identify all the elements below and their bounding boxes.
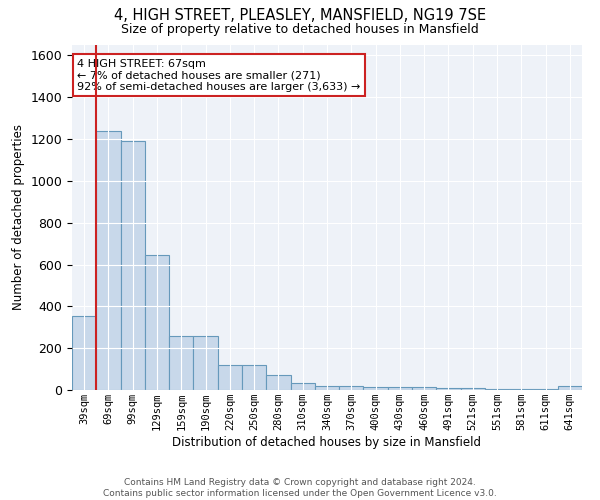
Y-axis label: Number of detached properties: Number of detached properties	[12, 124, 25, 310]
Bar	[412, 388, 436, 390]
Text: Size of property relative to detached houses in Mansfield: Size of property relative to detached ho…	[121, 22, 479, 36]
Bar	[388, 388, 412, 390]
Bar	[485, 389, 509, 390]
Bar	[339, 386, 364, 390]
Bar	[533, 389, 558, 390]
Bar	[169, 336, 193, 390]
Bar	[72, 316, 96, 390]
Text: Contains HM Land Registry data © Crown copyright and database right 2024.
Contai: Contains HM Land Registry data © Crown c…	[103, 478, 497, 498]
Bar	[364, 387, 388, 390]
Bar	[558, 386, 582, 390]
Bar	[266, 375, 290, 390]
Bar	[315, 386, 339, 390]
Text: 4, HIGH STREET, PLEASLEY, MANSFIELD, NG19 7SE: 4, HIGH STREET, PLEASLEY, MANSFIELD, NG1…	[114, 8, 486, 22]
Bar	[436, 388, 461, 390]
Bar	[121, 141, 145, 390]
Bar	[145, 255, 169, 390]
Bar	[509, 389, 533, 390]
Bar	[461, 388, 485, 390]
Bar	[290, 382, 315, 390]
X-axis label: Distribution of detached houses by size in Mansfield: Distribution of detached houses by size …	[173, 436, 482, 449]
Bar	[218, 365, 242, 390]
Bar	[96, 130, 121, 390]
Bar	[242, 365, 266, 390]
Text: 4 HIGH STREET: 67sqm
← 7% of detached houses are smaller (271)
92% of semi-detac: 4 HIGH STREET: 67sqm ← 7% of detached ho…	[77, 59, 361, 92]
Bar	[193, 336, 218, 390]
